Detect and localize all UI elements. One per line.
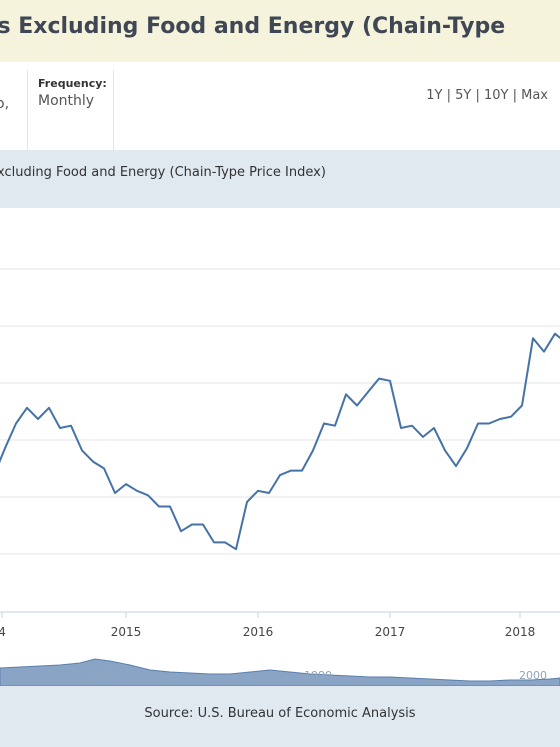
series-line[interactable] (0, 332, 560, 551)
x-tick-label: 2015 (111, 625, 142, 639)
line-chart[interactable]: 4 2015 2016 2017 2018 (0, 208, 560, 652)
frequency-label: Frequency: (38, 77, 107, 90)
meta-divider (113, 70, 114, 150)
units-cut-value: o, (0, 96, 10, 112)
meta-divider (27, 70, 28, 150)
range-sep: | (512, 88, 522, 103)
range-sep: | (475, 88, 484, 103)
navigator-label: 1990 (304, 669, 332, 682)
x-tick-label: 4 (0, 625, 6, 639)
range-selector: 1Y | 5Y | 10Y | Max (426, 88, 548, 103)
meta-panel (0, 62, 560, 150)
x-tick-label: 2016 (243, 625, 274, 639)
navigator-label: 2000 (519, 669, 547, 682)
range-max[interactable]: Max (521, 88, 548, 103)
navigator-label: 1980 (88, 669, 116, 682)
frequency-value: Monthly (38, 93, 95, 109)
range-10y[interactable]: 10Y (483, 88, 509, 103)
x-tick-label: 2017 (375, 625, 406, 639)
x-tick-label: 2018 (505, 625, 536, 639)
chart-title: xcluding Food and Energy (Chain-Type Pri… (0, 165, 326, 180)
source-text: Source: U.S. Bureau of Economic Analysis (144, 706, 416, 721)
navigator-area (0, 658, 560, 686)
page-title: itures Excluding Food and Energy (Chain-… (0, 14, 506, 39)
footer: Source: U.S. Bureau of Economic Analysis (0, 686, 560, 747)
range-1y[interactable]: 1Y (426, 88, 443, 103)
navigator[interactable]: 1980 1990 2000 (0, 652, 560, 686)
range-sep: | (446, 88, 456, 103)
chart-header (0, 150, 560, 208)
title-bar: itures Excluding Food and Energy (Chain-… (0, 0, 560, 62)
range-5y[interactable]: 5Y (455, 88, 472, 103)
